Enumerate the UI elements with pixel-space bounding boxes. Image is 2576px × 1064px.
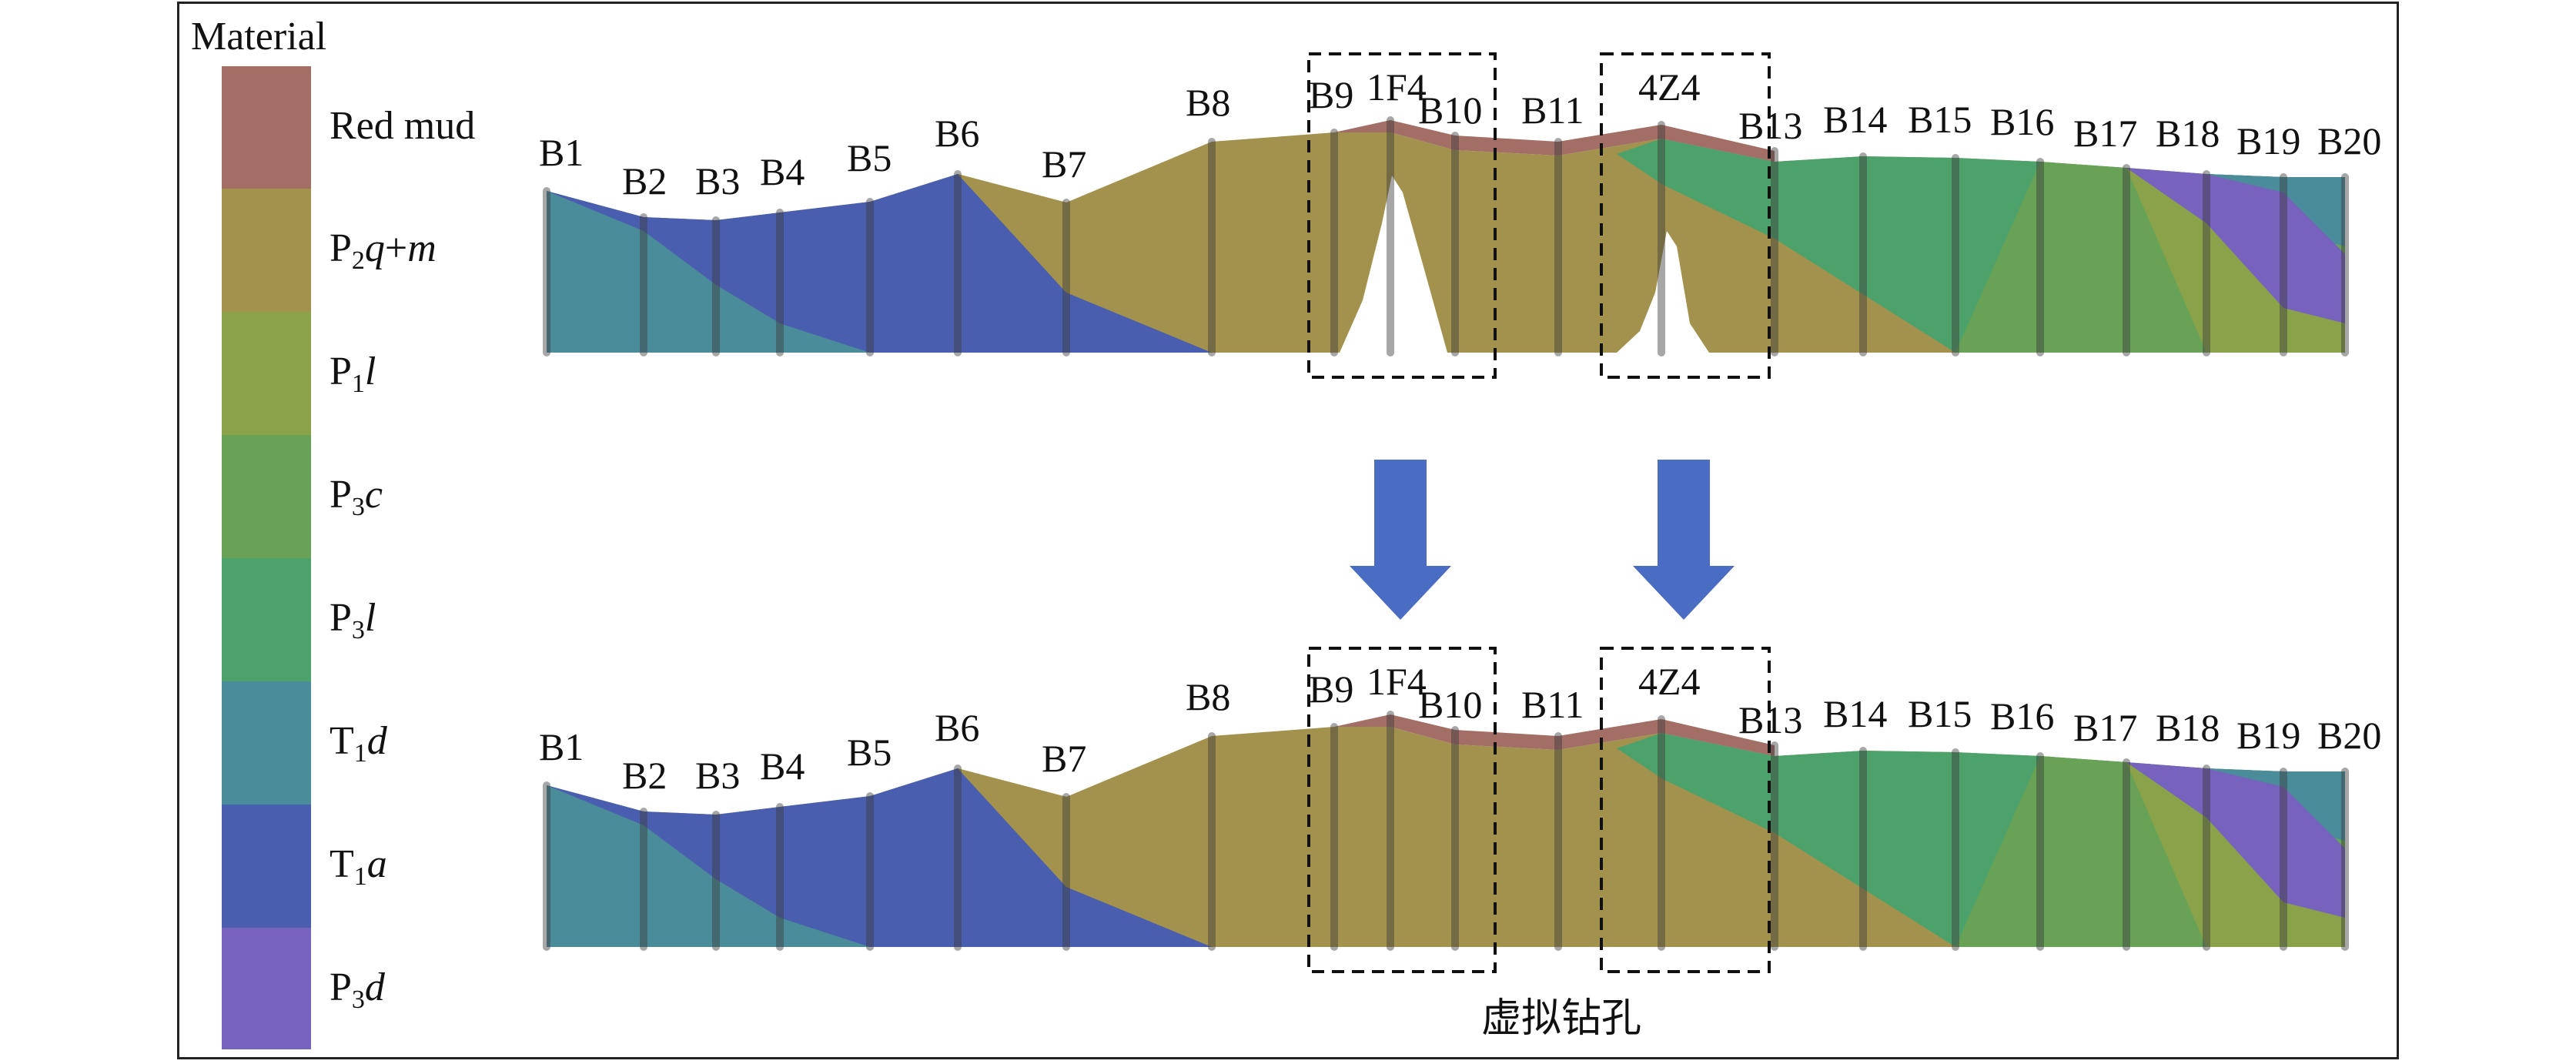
borehole-label: B14 (1823, 692, 1887, 735)
legend-swatch-2 (222, 312, 311, 435)
borehole-label: B19 (2236, 714, 2300, 757)
legend-swatch-4 (222, 558, 311, 681)
borehole-label: B15 (1908, 692, 1972, 735)
borehole-label: B4 (760, 150, 805, 193)
down-arrow-icon (1633, 460, 1735, 620)
legend-title: Material (191, 15, 327, 59)
borehole-label: B18 (2156, 706, 2220, 749)
legend-swatch-7 (222, 928, 311, 1049)
borehole-label: B20 (2317, 119, 2381, 162)
data-gap-4z4 (1617, 231, 1709, 353)
borehole-label: B6 (935, 706, 979, 749)
layer-red-mud (1334, 714, 1775, 756)
legend-swatch-6 (222, 805, 311, 928)
borehole-label: B10 (1418, 683, 1482, 726)
layer-p2qm-wedge (958, 768, 1066, 887)
borehole-label: B7 (1042, 737, 1086, 780)
borehole-label: B5 (847, 136, 892, 179)
borehole-label: B17 (2073, 706, 2137, 749)
legend-swatch-1 (222, 189, 311, 312)
borehole-label: B8 (1186, 81, 1230, 124)
borehole-label: 1F4 (1367, 65, 1427, 109)
down-arrow-icon (1350, 460, 1451, 620)
legend-swatch-3 (222, 435, 311, 558)
legend-label-3: P3c (330, 473, 383, 521)
borehole-label: B3 (695, 754, 740, 797)
borehole-label: B19 (2236, 119, 2300, 162)
borehole-label: B10 (1418, 89, 1482, 132)
layer-p3d (2126, 762, 2345, 918)
dashed-box-4z4 (1600, 647, 1771, 973)
data-gap-1f4 (1340, 176, 1447, 353)
borehole-label: B16 (1990, 694, 2054, 738)
legend-label-2: P1l (330, 350, 376, 398)
borehole-label: B18 (2156, 112, 2220, 155)
figure-frame (177, 2, 2399, 1059)
legend-swatch-5 (222, 681, 311, 805)
dashed-box-4z4 (1600, 52, 1771, 379)
borehole-label: B7 (1042, 142, 1086, 186)
borehole-label: B8 (1186, 675, 1230, 718)
legend-label-0: Red mud (330, 104, 476, 148)
borehole-label: B16 (1990, 100, 2054, 143)
layer-p2qm-wedge (958, 174, 1066, 293)
borehole-label: B11 (1521, 89, 1584, 132)
legend-label-1: P2q+m (330, 226, 437, 275)
borehole-label: B9 (1309, 668, 1353, 711)
layer-t1a-left (547, 768, 1212, 947)
borehole-label: B15 (1908, 98, 1972, 141)
borehole-label: B2 (622, 754, 667, 797)
legend-swatch-0 (222, 66, 311, 189)
borehole-label: B9 (1309, 73, 1353, 116)
borehole-label: B1 (539, 725, 584, 768)
borehole-label: 4Z4 (1638, 660, 1701, 703)
borehole-label: 1F4 (1367, 660, 1427, 703)
dashed-box-1f4 (1307, 52, 1497, 379)
dashed-box-1f4 (1307, 647, 1497, 973)
legend-label-5: T1d (330, 719, 387, 768)
legend-label-4: P3l (330, 596, 376, 644)
layer-p3d (2126, 168, 2345, 323)
legend-label-7: P3d (330, 965, 385, 1014)
layer-red-mud (1334, 120, 1775, 162)
borehole-label: B4 (760, 744, 805, 788)
legend-label-6: T1a (330, 842, 387, 891)
borehole-label: B3 (695, 159, 740, 202)
borehole-label: B17 (2073, 112, 2137, 155)
borehole-label: B11 (1521, 683, 1584, 726)
borehole-label: B6 (935, 112, 979, 155)
borehole-label: B14 (1823, 98, 1887, 141)
borehole-label: B2 (622, 159, 667, 202)
virtual-borehole-caption: 虚拟钻孔 (1481, 995, 1641, 1042)
borehole-label: 4Z4 (1638, 65, 1701, 109)
borehole-label: B20 (2317, 714, 2381, 757)
borehole-label: B1 (539, 131, 584, 174)
layer-t1a-left (547, 174, 1212, 353)
borehole-label: B5 (847, 731, 892, 774)
